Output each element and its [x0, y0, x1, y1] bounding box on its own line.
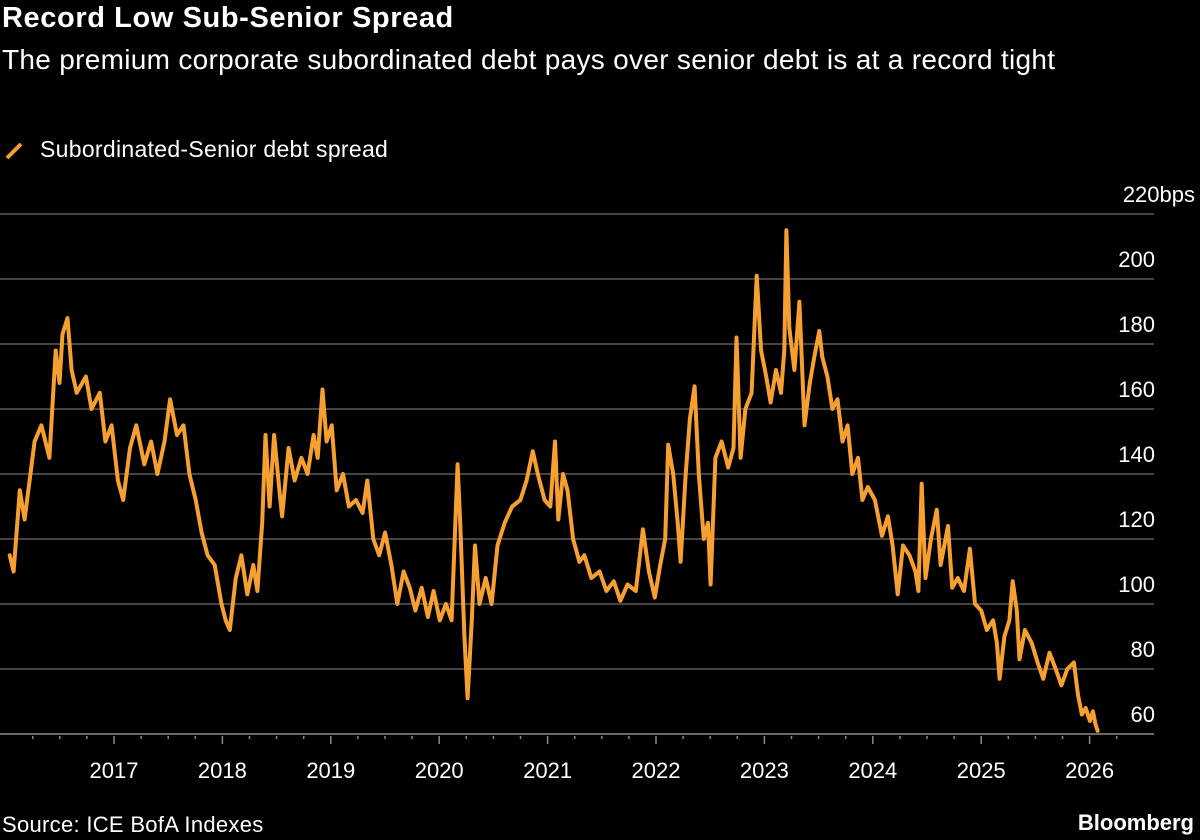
series-group	[7, 228, 1100, 733]
chart-subtitle: The premium corporate subordinated debt …	[2, 44, 1056, 75]
y-tick-label: 60	[1131, 702, 1155, 727]
y-axis-labels: 220bps 200 180 160 140 120 100 80 60	[1118, 182, 1195, 727]
gridlines	[0, 213, 1154, 735]
source-note: Source: ICE BofA Indexes	[2, 812, 264, 837]
x-tick-label: 2025	[957, 758, 1006, 783]
y-tick-label: 200	[1118, 247, 1155, 272]
y-tick-label: 120	[1118, 507, 1155, 532]
x-tick-label: 2018	[198, 758, 247, 783]
y-tick-label: 100	[1118, 572, 1155, 597]
y-tick-label: 180	[1118, 312, 1155, 337]
x-tick-label: 2021	[523, 758, 572, 783]
x-tick-label: 2023	[740, 758, 789, 783]
y-tick-label: 160	[1118, 377, 1155, 402]
y-tick-label: 220bps	[1123, 182, 1195, 207]
x-tick-label: 2019	[306, 758, 355, 783]
y-tick-label: 80	[1131, 637, 1155, 662]
bloomberg-logo: Bloomberg	[1077, 810, 1194, 835]
x-tick-label: 2026	[1065, 758, 1114, 783]
x-tick-label: 2020	[415, 758, 464, 783]
x-tick-label: 2022	[632, 758, 681, 783]
x-tick-label: 2024	[848, 758, 897, 783]
legend-line-swatch-icon	[5, 142, 23, 159]
y-tick-label: 140	[1118, 442, 1155, 467]
legend: Subordinated-Senior debt spread	[4, 136, 388, 163]
x-tick-label: 2017	[90, 758, 139, 783]
series-line-subordinated-senior-spread	[7, 228, 1100, 733]
x-axis: 2017 2018 2019 2020 2021 2022 2023 2024 2025 2026	[31, 736, 1118, 783]
legend-label: Subordinated-Senior debt spread	[40, 136, 389, 162]
chart-title: Record Low Sub-Senior Spread	[2, 2, 454, 34]
